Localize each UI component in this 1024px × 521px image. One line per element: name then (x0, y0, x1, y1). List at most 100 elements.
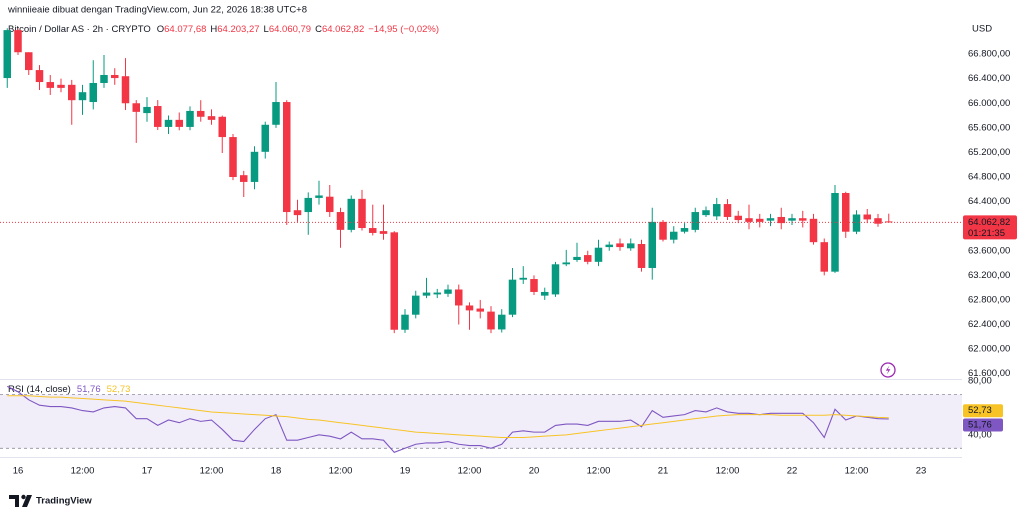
candle-body (809, 218, 818, 243)
candle-body (390, 232, 398, 330)
candle-body (584, 255, 592, 262)
candle-body (57, 84, 65, 88)
candle-body (89, 82, 97, 103)
candle-body (272, 102, 280, 125)
candle-body (121, 76, 130, 104)
candle-body (670, 231, 678, 240)
candle-body (240, 175, 248, 182)
ohlc-key: L (264, 24, 269, 35)
rsi-header: RSI (14, close) 51,76 52,73 (8, 384, 130, 395)
rsi-legend-value: 52,73 (107, 384, 131, 395)
candle-body (35, 70, 44, 83)
y-tick-label: 63.600,00 (968, 245, 1010, 256)
price-change: −14,95 (−0,02%) (368, 24, 439, 35)
x-tick-label: 19 (400, 466, 411, 477)
x-tick-label: 12:00 (71, 466, 95, 477)
candle-body (197, 110, 205, 117)
currency: USD (972, 24, 992, 35)
rsi-last-box (963, 418, 1003, 432)
candle-body (444, 289, 452, 294)
candle-body (100, 74, 108, 83)
watermark: winniieaie dibuat dengan TradingView.com… (7, 5, 307, 16)
candle-body (358, 198, 366, 229)
candle-body (562, 262, 570, 265)
candle-body (132, 103, 140, 112)
x-tick-label: 21 (658, 466, 669, 477)
brand-logo (9, 494, 32, 507)
candle-body (175, 119, 183, 127)
candle-body (519, 277, 527, 280)
candle-body (111, 74, 119, 79)
candle-body (777, 216, 785, 224)
ohlc-value: 64.203,27 (217, 24, 259, 35)
ohlc-key: H (210, 24, 217, 35)
candle-body (831, 192, 839, 272)
candle-body (551, 264, 560, 295)
ohlc-value: 64.062,82 (322, 24, 364, 35)
candle-body (422, 292, 431, 296)
candle-body (143, 106, 151, 114)
candle-body (745, 218, 753, 222)
last-price-label: 64.062,82 (968, 217, 1010, 228)
candle-body (369, 228, 377, 233)
candle-body (756, 218, 764, 222)
x-tick-label: 12:00 (716, 466, 740, 477)
candle-body (702, 210, 710, 216)
y-tick-label: 66.400,00 (968, 73, 1010, 84)
y-tick-label: 64.400,00 (968, 196, 1010, 207)
candle-body (508, 279, 517, 315)
candle-body (250, 151, 259, 182)
candle-body (852, 214, 861, 232)
candle-body (594, 247, 603, 262)
y-tick-label: 63.200,00 (968, 270, 1010, 281)
x-tick-label: 12:00 (329, 466, 353, 477)
candle-body (820, 242, 828, 272)
candle-body (304, 197, 312, 213)
x-tick-label: 12:00 (845, 466, 869, 477)
candle-body (863, 214, 871, 220)
candle-body (691, 212, 699, 230)
symbol-header: Bitcoin / Dollar AS · 2h · CRYPTO O64.077… (8, 24, 439, 35)
x-tick-label: 23 (916, 466, 927, 477)
candle-body (293, 210, 302, 216)
candle-body (498, 314, 506, 330)
rsi-last-label: 52,73 (968, 405, 992, 416)
candle-body (401, 314, 409, 330)
y-tick-label: 65.200,00 (968, 147, 1010, 158)
candle-body (573, 256, 581, 260)
alert-icon[interactable] (880, 362, 896, 378)
candle-body (315, 195, 323, 198)
candle-body (186, 110, 194, 127)
candle-body (46, 82, 54, 88)
candle-body (3, 30, 11, 79)
bar-countdown: 01:21:35 (968, 228, 1005, 239)
candle-body (433, 292, 441, 295)
ohlc-key: C (315, 24, 322, 35)
symbol-title: Bitcoin / Dollar AS · 2h · CRYPTO (8, 24, 151, 35)
candle-body (261, 124, 269, 152)
candle-body (207, 116, 216, 120)
candle-body (154, 106, 162, 127)
rsi-band (0, 394, 962, 449)
rsi-title: RSI (14, close) (8, 384, 71, 395)
candle-body (283, 102, 291, 213)
x-tick-label: 12:00 (587, 466, 611, 477)
candle-body (336, 212, 345, 230)
candle-body (164, 119, 173, 127)
candle-body (68, 84, 76, 101)
candle-body (637, 244, 646, 268)
candle-body (78, 92, 87, 101)
rsi-last-label: 51,76 (968, 420, 992, 431)
candle-body (723, 204, 732, 217)
x-tick-label: 16 (13, 466, 24, 477)
ohlc-key: O (157, 24, 164, 35)
candle-body (605, 244, 613, 248)
candle-body (799, 218, 807, 221)
rsi-line (7, 395, 889, 439)
y-tick-label: 62.800,00 (968, 294, 1010, 305)
x-tick-label: 22 (787, 466, 798, 477)
candle-body (218, 116, 226, 138)
